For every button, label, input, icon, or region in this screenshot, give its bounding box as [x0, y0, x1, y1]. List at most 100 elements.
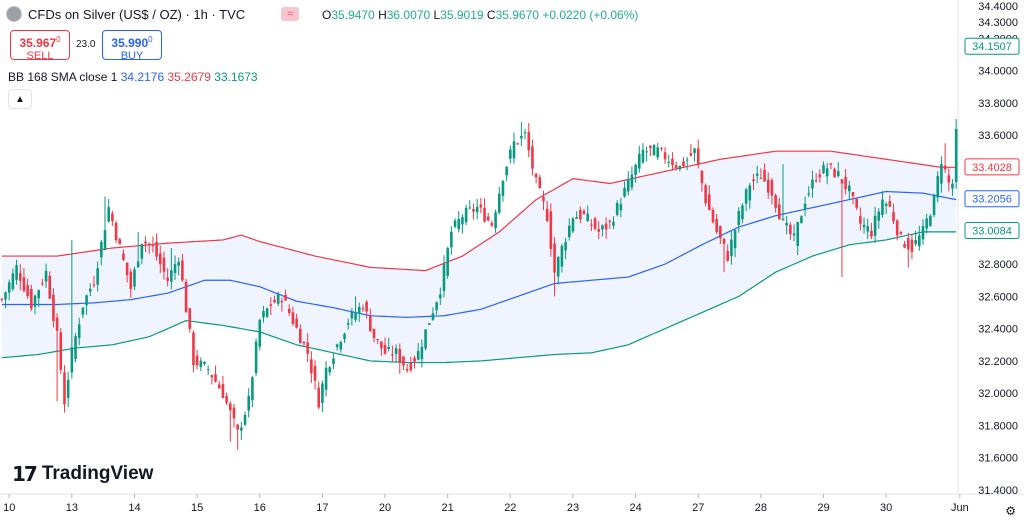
candle-body — [870, 230, 873, 237]
candle-body — [118, 239, 122, 245]
candle-body — [696, 148, 700, 166]
candle-body — [645, 151, 648, 153]
candle-body — [785, 222, 788, 226]
open-value: 35.9470 — [331, 8, 375, 22]
candle-body — [951, 183, 954, 189]
candle-body — [744, 189, 748, 204]
candle-body — [748, 185, 752, 201]
y-tick-label: 31.4000 — [978, 485, 1018, 497]
candle-body — [553, 243, 556, 273]
x-tick-label: 27 — [692, 502, 704, 514]
candle-body — [365, 301, 368, 312]
candle-body — [435, 302, 438, 311]
silver-symbol-icon — [6, 6, 22, 22]
candle-body — [18, 273, 22, 281]
candle-body — [910, 239, 914, 252]
candle-body — [630, 174, 634, 188]
candle-body — [829, 163, 833, 165]
candle-body — [719, 226, 722, 239]
candle-body — [129, 271, 133, 289]
collapse-legend-button[interactable]: ▲ — [8, 89, 32, 109]
x-tick-label: 22 — [504, 502, 516, 514]
candle-body — [416, 351, 420, 360]
candle-body — [173, 264, 177, 273]
high-label: H — [378, 8, 387, 22]
candle-body — [649, 145, 652, 149]
candle-body — [380, 341, 383, 349]
candle-body — [450, 231, 453, 248]
candle-body — [549, 211, 553, 249]
candle-body — [457, 218, 461, 230]
candle-body — [914, 239, 917, 244]
candle-body — [825, 168, 829, 177]
candle-body — [921, 226, 925, 240]
low-value: 35.9019 — [440, 8, 484, 22]
sell-price-sup: 0 — [56, 35, 61, 44]
candle-body — [505, 166, 508, 176]
candle-body — [943, 165, 947, 170]
candle-body — [107, 207, 110, 222]
symbol-header[interactable]: CFDs on Silver (US$ / OZ) · 1h · TVC ≈ — [6, 6, 300, 22]
indicator-label: BB 168 SMA close 1 — [8, 70, 118, 84]
candle-body — [612, 221, 615, 226]
candle-body — [873, 215, 877, 236]
x-tick-label: Jun — [951, 502, 969, 514]
candle-body — [626, 178, 630, 192]
candle-body — [63, 372, 66, 405]
candle-body — [269, 304, 273, 307]
wave-flag-icon[interactable]: ≈ — [281, 7, 300, 21]
candle-body — [424, 329, 427, 349]
candle-body — [405, 368, 409, 371]
candle-body — [593, 218, 597, 229]
candle-body — [240, 427, 243, 431]
candle-body — [346, 323, 350, 325]
candle-body — [564, 242, 567, 251]
candle-body — [369, 315, 372, 332]
candle-body — [439, 294, 442, 299]
candle-body — [37, 290, 40, 299]
candle-body — [807, 193, 811, 195]
candle-body — [704, 185, 707, 204]
candle-body — [497, 193, 501, 213]
buy-button[interactable]: 35.9900 BUY — [102, 30, 162, 62]
candle-body — [446, 248, 449, 276]
candle-body — [11, 273, 15, 289]
candle-body — [560, 245, 564, 267]
candle-body — [770, 180, 774, 196]
candle-body — [663, 152, 667, 160]
price-tag-label: 33.2056 — [972, 194, 1012, 206]
candle-body — [317, 387, 321, 408]
candle-body — [534, 173, 538, 178]
candle-body — [147, 243, 151, 245]
candle-body — [899, 231, 903, 234]
candle-body — [85, 295, 88, 306]
symbol-title[interactable]: CFDs on Silver (US$ / OZ) · 1h · TVC — [28, 6, 246, 22]
candle-body — [464, 207, 468, 223]
candle-body — [490, 222, 494, 226]
indicator-legend[interactable]: BB 168 SMA close 1 34.2176 35.2679 33.16… — [8, 70, 258, 84]
buy-price-sup: 0 — [148, 35, 153, 44]
candle-body — [44, 270, 48, 282]
sell-button[interactable]: 35.9670 SELL — [10, 30, 70, 62]
open-label: O — [322, 8, 332, 22]
candle-body — [313, 365, 317, 381]
candle-body — [774, 195, 777, 208]
lower-band-line — [1, 231, 957, 364]
candle-body — [693, 148, 696, 153]
candle-body — [125, 262, 129, 276]
candle-body — [332, 358, 335, 365]
candle-body — [590, 224, 593, 226]
price-tag-label: 34.1507 — [972, 41, 1012, 53]
candle-body — [302, 341, 306, 344]
candle-body — [925, 218, 928, 229]
candle-body — [707, 194, 711, 211]
candle-body — [203, 361, 206, 365]
candle-body — [461, 217, 464, 225]
candle-body — [398, 349, 402, 363]
candle-body — [892, 211, 895, 222]
gear-icon[interactable]: ⚙ — [1005, 504, 1016, 518]
candle-body — [781, 218, 785, 220]
close-label: C — [486, 8, 496, 22]
tradingview-logo[interactable]: 17 TradingView — [12, 462, 153, 486]
